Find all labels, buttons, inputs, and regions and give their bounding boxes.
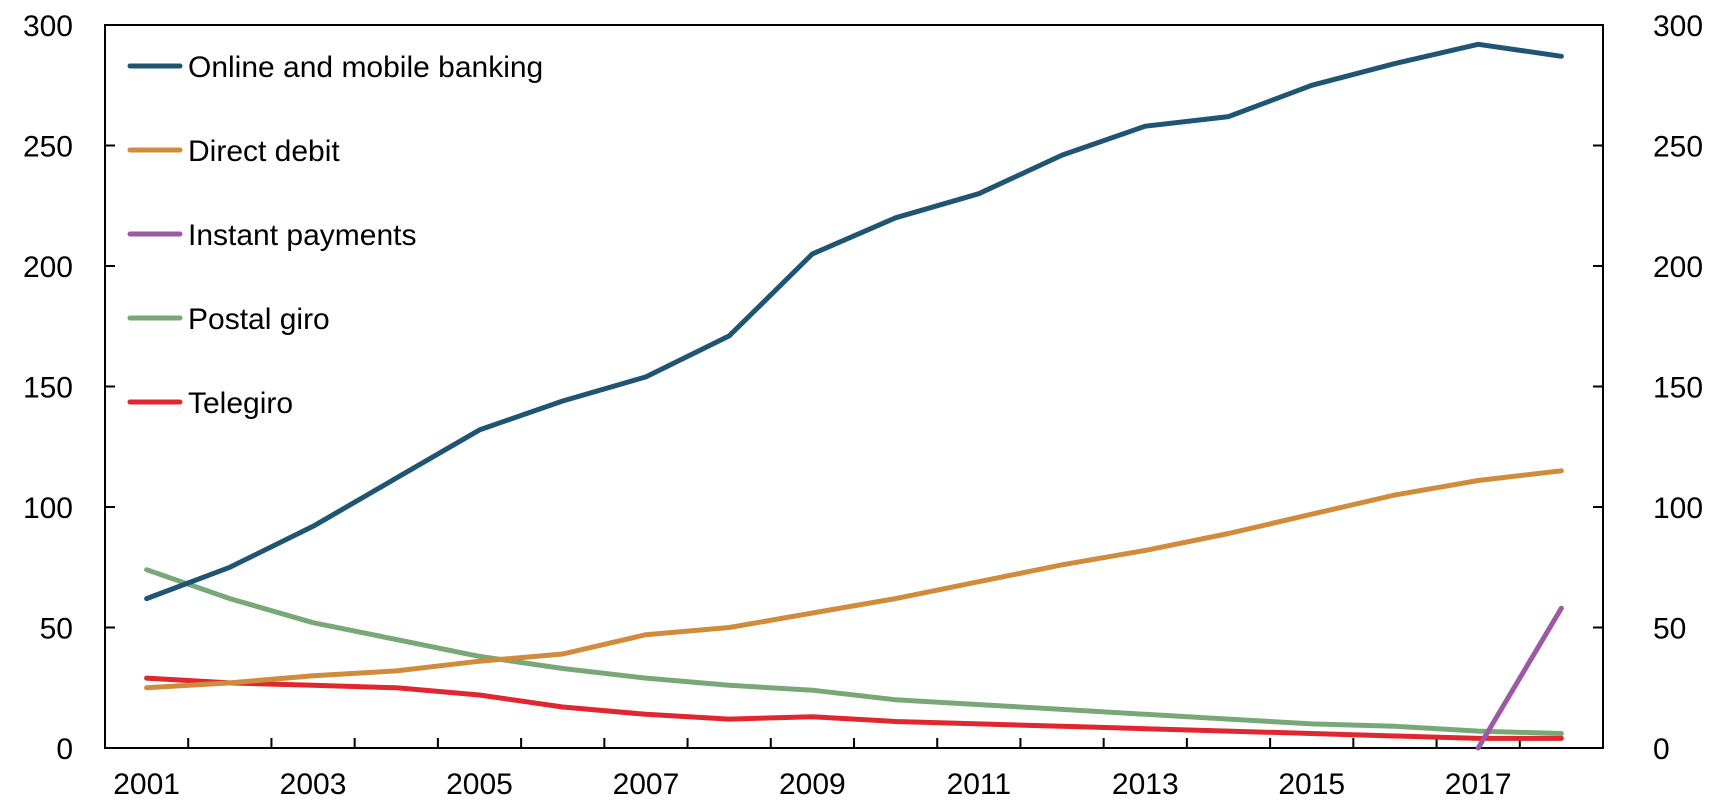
series-line-telegiro xyxy=(144,675,1564,741)
y-tick-label-left: 0 xyxy=(56,733,73,766)
legend: Online and mobile banking Direct debit Ins… xyxy=(127,51,543,420)
x-axis: 2001 2003 2005 2007 2009 2011 2013 2015 2017 xyxy=(104,738,1604,801)
y-tick-label-left: 250 xyxy=(23,131,73,164)
y-tick-label-right: 300 xyxy=(1653,10,1703,43)
legend-label-instant-payments: Instant payments xyxy=(188,219,416,252)
series-line-postal-giro xyxy=(144,567,1564,736)
y-tick-label-left: 100 xyxy=(23,492,73,525)
x-tick-label: 2009 xyxy=(779,768,846,801)
x-tick-label: 2003 xyxy=(280,768,347,801)
x-tick-label: 2013 xyxy=(1112,768,1179,801)
plot-frame xyxy=(104,24,1604,749)
legend-label-direct-debit: Direct debit xyxy=(188,135,340,168)
y-axis-right: 0 50 100 150 200 250 300 xyxy=(1593,10,1703,766)
series-line-direct-debit xyxy=(144,468,1564,691)
x-tick-label: 2007 xyxy=(613,768,680,801)
y-tick-label-right: 50 xyxy=(1653,613,1686,646)
series-line-online-and-mobile-banking xyxy=(144,41,1564,602)
legend-label-telegiro: Telegiro xyxy=(188,387,293,420)
y-tick-label-left: 50 xyxy=(40,613,73,646)
legend-label-postal-giro: Postal giro xyxy=(188,303,330,336)
legend-label-online-and-mobile-banking: Online and mobile banking xyxy=(188,51,543,84)
x-tick-label: 2001 xyxy=(113,768,180,801)
y-tick-label-left: 200 xyxy=(23,251,73,284)
y-tick-label-left: 150 xyxy=(23,372,73,405)
x-tick-label: 2015 xyxy=(1278,768,1345,801)
x-tick-label: 2017 xyxy=(1445,768,1512,801)
x-tick-label: 2005 xyxy=(446,768,513,801)
x-tick-label: 2011 xyxy=(947,768,1012,801)
series-line-instant-payments xyxy=(1475,605,1564,751)
y-tick-label-right: 250 xyxy=(1653,131,1703,164)
y-tick-label-right: 0 xyxy=(1653,733,1670,766)
y-tick-label-right: 150 xyxy=(1653,372,1703,405)
y-axis-left: 0 50 100 150 200 250 300 xyxy=(23,10,115,766)
y-tick-label-left: 300 xyxy=(23,10,73,43)
series-layer xyxy=(144,41,1564,751)
y-tick-label-right: 100 xyxy=(1653,492,1703,525)
y-tick-label-right: 200 xyxy=(1653,251,1703,284)
